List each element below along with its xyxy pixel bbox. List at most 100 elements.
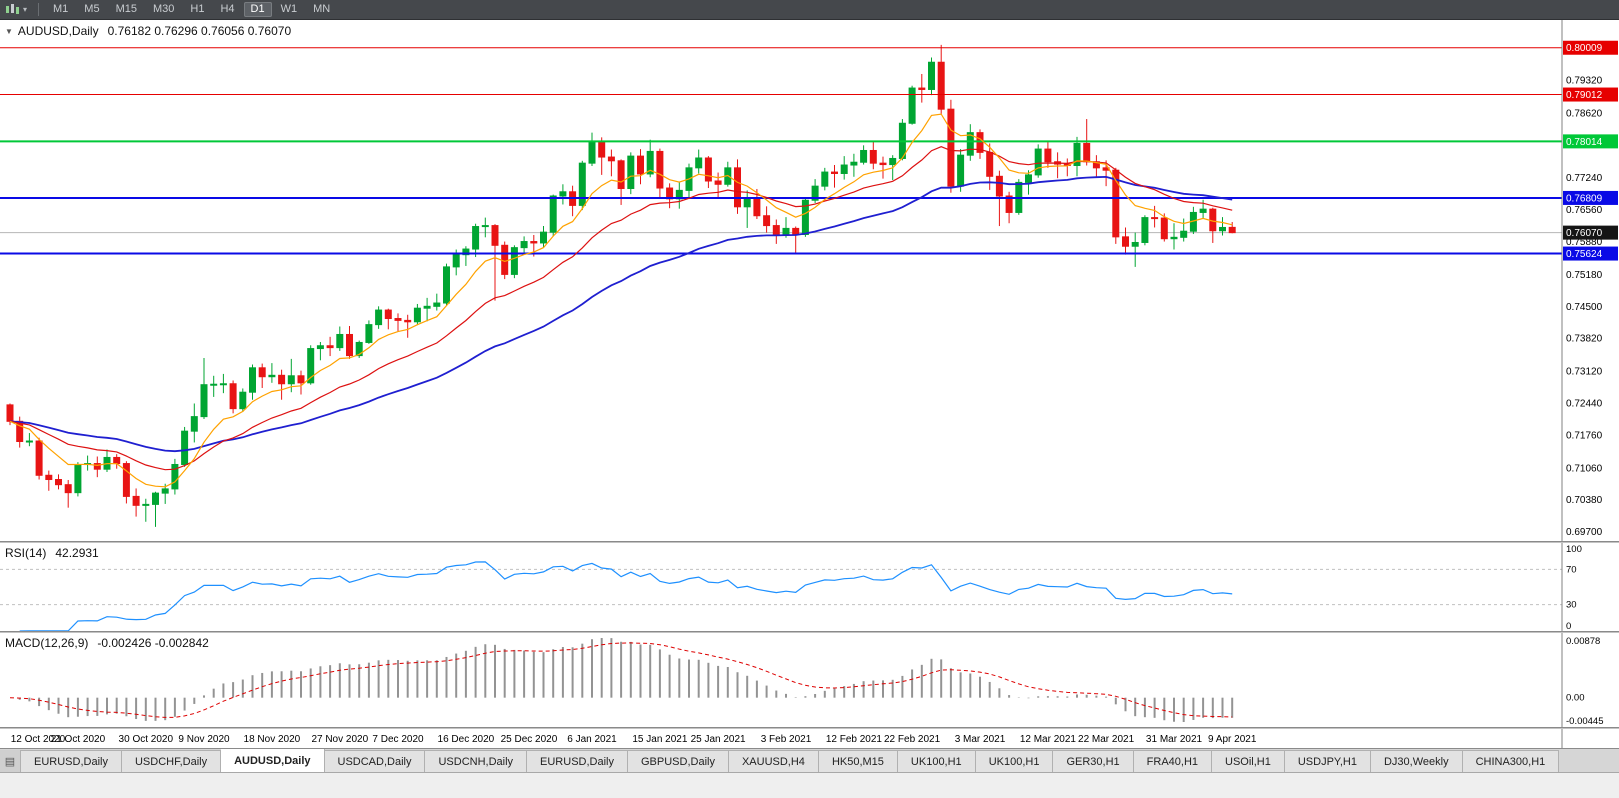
svg-text:9 Apr 2021: 9 Apr 2021 [1208, 734, 1257, 745]
chart-tab-xauusd-h4[interactable]: XAUUSD,H4 [728, 750, 819, 772]
chart-tab-bar: ▤ EURUSD,Daily USDCHF,Daily AUDUSD,Daily US… [0, 748, 1619, 772]
chart-tab-gbpusd-daily[interactable]: GBPUSD,Daily [628, 750, 729, 772]
timeframe-button-h1[interactable]: H1 [190, 3, 205, 15]
chart-tab-uk100-h1[interactable]: UK100,H1 [897, 750, 976, 772]
price-badge-0.76809 [1563, 190, 1618, 205]
timeframe-button-m1[interactable]: M1 [53, 3, 69, 15]
svg-text:31 Mar 2021: 31 Mar 2021 [1146, 734, 1203, 745]
svg-text:0.00878: 0.00878 [1566, 636, 1600, 647]
timeframe-button-m30[interactable]: M30 [152, 3, 175, 15]
svg-text:3 Mar 2021: 3 Mar 2021 [955, 734, 1006, 745]
svg-text:0.77240: 0.77240 [1566, 173, 1603, 184]
chart-tab-eurusd-daily[interactable]: EURUSD,Daily [21, 750, 122, 772]
svg-text:30 Oct 2020: 30 Oct 2020 [119, 734, 174, 745]
chart-tab-china300-h1[interactable]: CHINA300,H1 [1462, 750, 1560, 772]
svg-text:0.72440: 0.72440 [1566, 399, 1603, 410]
svg-text:7 Dec 2020: 7 Dec 2020 [372, 734, 424, 745]
panel-separator[interactable] [0, 541, 1619, 543]
svg-text:0.78620: 0.78620 [1566, 108, 1603, 119]
svg-text:0.69700: 0.69700 [1566, 527, 1603, 538]
svg-text:0.76070: 0.76070 [1566, 228, 1603, 239]
price-badge-0.78014 [1563, 134, 1618, 149]
svg-text:0.75180: 0.75180 [1566, 270, 1603, 281]
svg-text:0.70380: 0.70380 [1566, 495, 1603, 506]
svg-text:25 Jan 2021: 25 Jan 2021 [691, 734, 746, 745]
timeframe-buttons: M1 M5 M15 M30 H1 H4 D1 W1 MN [46, 2, 337, 17]
svg-text:0.78014: 0.78014 [1566, 137, 1603, 148]
macd-histogram [18, 638, 1234, 722]
svg-text:0.74500: 0.74500 [1566, 302, 1603, 313]
price-badge-0.76070 [1563, 225, 1618, 240]
svg-text:100: 100 [1566, 544, 1582, 555]
ma-medium-line [9, 146, 1233, 471]
timeframe-button-m5[interactable]: M5 [84, 3, 100, 15]
rsi-indicator-panel[interactable]: 100 70 30 0 [0, 543, 1619, 631]
chart-tab-fra40-h1[interactable]: FRA40,H1 [1133, 750, 1213, 772]
svg-text:0.73820: 0.73820 [1566, 334, 1603, 345]
svg-text:0.71060: 0.71060 [1566, 463, 1603, 474]
toolbar-separator [38, 3, 40, 16]
svg-text:15 Jan 2021: 15 Jan 2021 [632, 734, 687, 745]
panel-separator[interactable] [0, 727, 1619, 729]
svg-text:0.75624: 0.75624 [1566, 249, 1603, 260]
tab-list-icon[interactable]: ▤ [0, 750, 21, 772]
price-chart[interactable]: 0.79320 0.78620 0.77240 0.76560 0.75880 0.751… [0, 20, 1619, 541]
chart-tab-eurusd-daily[interactable]: EURUSD,Daily [527, 750, 628, 772]
svg-text:25 Dec 2020: 25 Dec 2020 [501, 734, 558, 745]
rsi-line [19, 561, 1233, 631]
chart-type-icon[interactable] [5, 3, 20, 16]
svg-text:22 Feb 2021: 22 Feb 2021 [884, 734, 941, 745]
price-badge-0.79012 [1563, 87, 1618, 102]
svg-text:0.75880: 0.75880 [1566, 237, 1603, 248]
svg-text:3 Feb 2021: 3 Feb 2021 [761, 734, 812, 745]
chart-tab-usoil-h1[interactable]: USOil,H1 [1212, 750, 1285, 772]
svg-text:70: 70 [1566, 564, 1577, 575]
price-badge-0.80009 [1563, 40, 1618, 55]
price-badge-0.75624 [1563, 246, 1618, 261]
chart-tab-usdcnh-daily[interactable]: USDCNH,Daily [425, 750, 528, 772]
ma-slow-line [9, 175, 1233, 453]
chart-tab-usdjpy-h1[interactable]: USDJPY,H1 [1284, 750, 1371, 772]
svg-text:0.73120: 0.73120 [1566, 367, 1603, 378]
svg-text:27 Nov 2020: 27 Nov 2020 [311, 734, 368, 745]
svg-text:12 Mar 2021: 12 Mar 2021 [1020, 734, 1077, 745]
svg-text:0: 0 [1566, 621, 1571, 631]
svg-text:0.79320: 0.79320 [1566, 76, 1603, 87]
panel-separator[interactable] [0, 631, 1619, 633]
chart-tab-audusd-daily[interactable]: AUDUSD,Daily [221, 749, 325, 772]
chart-tab-hk50-m15[interactable]: HK50,M15 [818, 750, 898, 772]
ma-fast-line [9, 113, 1233, 488]
svg-text:12 Feb 2021: 12 Feb 2021 [826, 734, 883, 745]
macd-indicator-panel[interactable]: 0.00878 0.00 -0.00445 [0, 633, 1619, 727]
timeframe-button-d1[interactable]: D1 [243, 2, 272, 17]
timeframe-button-h4[interactable]: H4 [220, 3, 235, 15]
timeframe-button-mn[interactable]: MN [313, 3, 331, 15]
timeframe-button-w1[interactable]: W1 [280, 3, 298, 15]
svg-text:0.79012: 0.79012 [1566, 90, 1603, 101]
svg-text:18 Nov 2020: 18 Nov 2020 [244, 734, 301, 745]
chart-tab-usdcad-daily[interactable]: USDCAD,Daily [324, 750, 426, 772]
chart-tab-dj30-weekly[interactable]: DJ30,Weekly [1370, 750, 1463, 772]
svg-text:0.80009: 0.80009 [1566, 43, 1603, 54]
svg-text:16 Dec 2020: 16 Dec 2020 [438, 734, 495, 745]
chart-type-dropdown-icon[interactable]: ▾ [23, 5, 28, 14]
svg-text:22 Mar 2021: 22 Mar 2021 [1078, 734, 1135, 745]
chart-tab-usdchf-daily[interactable]: USDCHF,Daily [121, 750, 222, 772]
macd-signal-line [9, 642, 1233, 718]
status-bar [0, 772, 1619, 798]
chart-tabs: EURUSD,Daily USDCHF,Daily AUDUSD,Daily USDC… [21, 749, 1560, 772]
svg-text:0.76809: 0.76809 [1566, 193, 1603, 204]
candles-layer [6, 44, 1236, 527]
svg-text:9 Nov 2020: 9 Nov 2020 [178, 734, 230, 745]
svg-text:0.00: 0.00 [1566, 693, 1585, 704]
timeframe-button-m15[interactable]: M15 [115, 3, 137, 15]
svg-text:0.76560: 0.76560 [1566, 205, 1603, 216]
svg-text:30: 30 [1566, 600, 1577, 611]
svg-text:21 Oct 2020: 21 Oct 2020 [51, 734, 106, 745]
svg-text:0.71760: 0.71760 [1566, 430, 1603, 441]
chart-tab-uk100-h1[interactable]: UK100,H1 [975, 750, 1054, 772]
svg-text:-0.00445: -0.00445 [1566, 716, 1604, 727]
svg-text:6 Jan 2021: 6 Jan 2021 [567, 734, 617, 745]
chart-tab-ger30-h1[interactable]: GER30,H1 [1053, 750, 1134, 772]
